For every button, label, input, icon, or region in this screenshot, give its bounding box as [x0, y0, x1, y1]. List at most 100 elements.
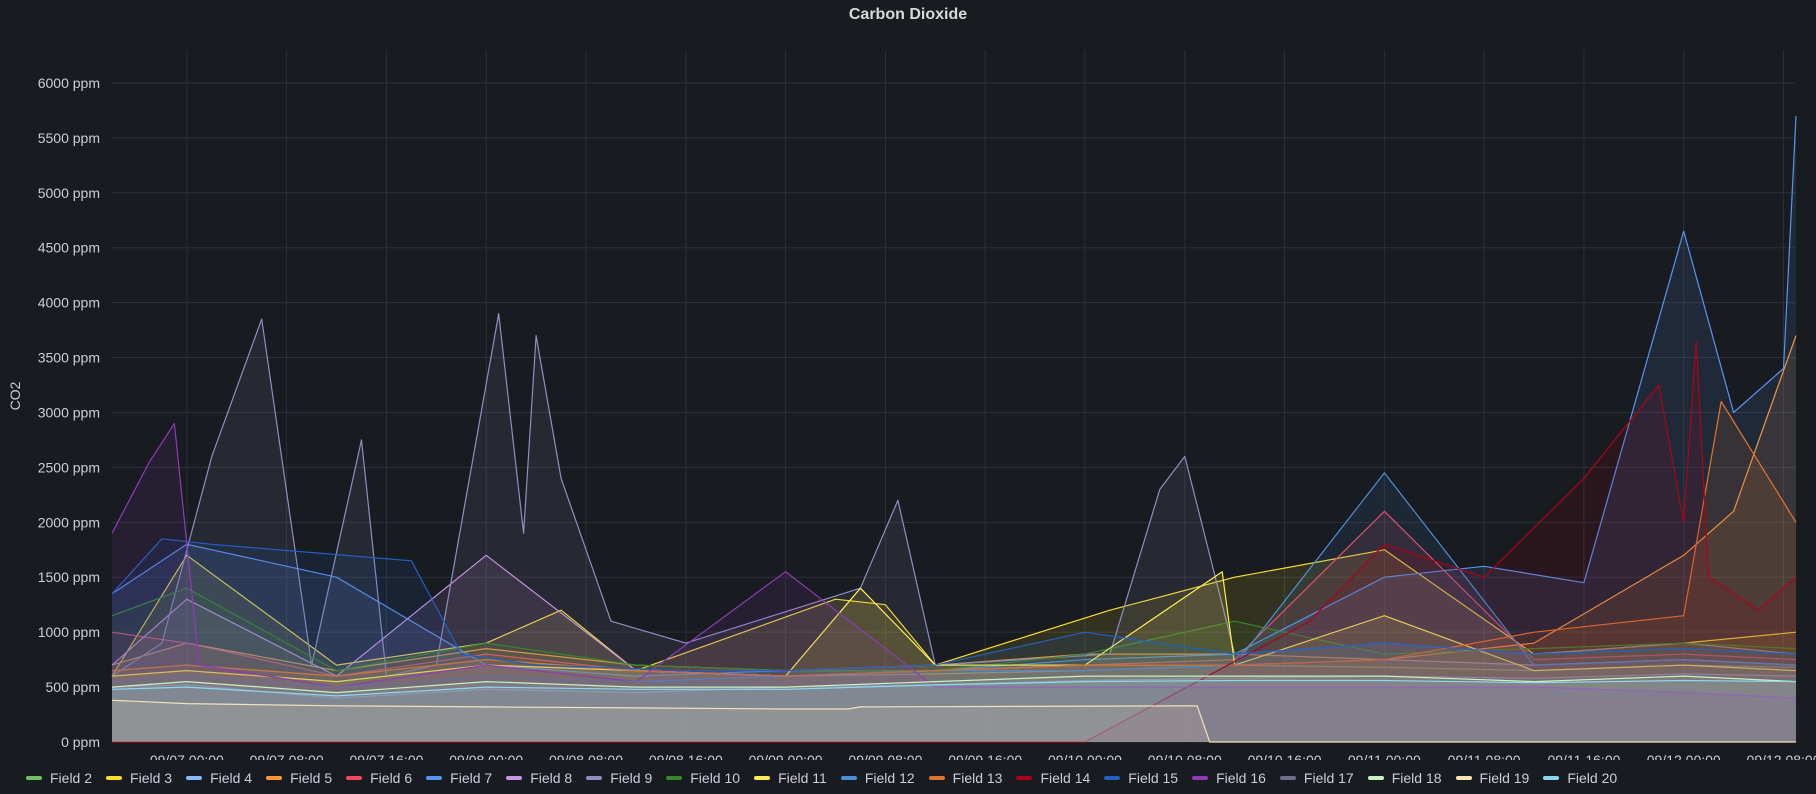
x-tick-label: 09/11 00:00: [1348, 752, 1421, 760]
legend-swatch: [1543, 776, 1560, 780]
series-line-field-19: [111, 699, 1796, 743]
legend-item[interactable]: Field 19: [1455, 770, 1530, 786]
legend-swatch: [586, 776, 603, 780]
series-line-field-20: [111, 679, 1797, 697]
y-axis-label: CO2: [7, 381, 23, 410]
legend-item[interactable]: Field 2: [26, 770, 92, 786]
x-tick-label: 09/07 00:00: [150, 752, 224, 760]
y-tick-label: 1000 ppm: [38, 624, 100, 640]
legend-item[interactable]: Field 7: [426, 770, 492, 786]
legend-item[interactable]: Field 4: [186, 770, 252, 786]
legend-label: Field 16: [1216, 770, 1266, 786]
legend-swatch: [186, 776, 203, 780]
legend-label: Field 4: [210, 770, 253, 786]
x-tick-label: 09/10 00:00: [1048, 752, 1122, 760]
series-area-field-13: [112, 401, 1796, 742]
x-tick-label: 09/08 08:00: [549, 752, 623, 760]
series-line-field-5: [111, 335, 1797, 672]
y-tick-label: 2500 ppm: [38, 459, 100, 475]
legend-label: Field 20: [1567, 770, 1618, 786]
series-area-field-17: [112, 676, 1796, 742]
series-area-field-11: [112, 571, 1796, 742]
x-tick-label: 09/08 00:00: [449, 752, 523, 760]
legend-item[interactable]: Field 13: [928, 770, 1003, 786]
legend-item[interactable]: Field 11: [754, 770, 827, 786]
y-tick-label: 0 ppm: [61, 734, 100, 750]
legend-item[interactable]: Field 3: [106, 770, 172, 786]
legend-label: Field 13: [952, 770, 1003, 786]
series-line-field-15: [111, 538, 1797, 672]
series-line-field-7: [111, 115, 1797, 677]
legend-label: Field 6: [370, 770, 413, 786]
y-tick-label: 4000 ppm: [38, 295, 100, 311]
co2-chart[interactable]: 0 ppm 500 ppm 1000 ppm 1500 ppm 2000 ppm 2500…: [0, 0, 1816, 760]
legend-item[interactable]: Field 18: [1367, 770, 1442, 786]
legend-label: Field 8: [530, 770, 573, 786]
x-tick-label: 09/09 16:00: [948, 752, 1022, 760]
legend-label: Field 17: [1303, 770, 1354, 786]
legend-label: Field 15: [1128, 770, 1179, 786]
series-area-field-3: [112, 549, 1796, 742]
x-tick-label: 09/09 08:00: [848, 752, 922, 760]
legend-label: Field 18: [1391, 770, 1442, 786]
x-tick-label: 09/12 08:00: [1747, 752, 1816, 760]
legend-item[interactable]: Field 16: [1192, 770, 1266, 786]
x-tick-label: 09/07 16:00: [349, 752, 423, 760]
y-tick-label: 1500 ppm: [38, 569, 100, 585]
series-line-field-14: [112, 340, 1797, 743]
legend-swatch: [106, 776, 123, 780]
x-tick-label: 09/12 00:00: [1647, 752, 1721, 760]
legend-swatch: [754, 776, 771, 780]
series-area-field-8: [112, 555, 1796, 742]
y-tick-label: 5000 ppm: [38, 185, 100, 201]
y-tick-label: 3000 ppm: [38, 404, 100, 420]
series-area-field-9: [112, 313, 1796, 742]
series-area-field-10: [112, 588, 1796, 742]
legend-swatch: [840, 776, 857, 780]
x-tick-label: 09/10 08:00: [1148, 752, 1222, 760]
series-area-field-12: [112, 472, 1796, 742]
legend-swatch: [506, 776, 523, 780]
legend-label: Field 19: [1479, 770, 1530, 786]
legend-label: Field 3: [130, 770, 173, 786]
legend-item[interactable]: Field 8: [506, 770, 572, 786]
series-line-field-3: [111, 549, 1797, 677]
series-area-field-20: [112, 680, 1796, 742]
legend-swatch: [26, 776, 42, 780]
x-tick-label: 09/07 08:00: [250, 752, 324, 760]
legend-swatch: [426, 776, 443, 780]
legend-label: Field 9: [610, 770, 653, 786]
series-area-field-19: [112, 700, 1796, 742]
legend-label: Field 14: [1040, 770, 1091, 786]
panel-title: Carbon Dioxide: [848, 6, 968, 23]
legend-item[interactable]: Field 6: [346, 770, 412, 786]
legend-item[interactable]: Field 10: [666, 770, 740, 786]
legend-swatch: [266, 776, 283, 780]
legend-item[interactable]: Field 17: [1279, 770, 1354, 786]
legend-swatch: [1016, 776, 1033, 780]
legend-label: Field 12: [864, 770, 915, 786]
y-tick-label: 3500 ppm: [38, 350, 100, 366]
y-tick-label: 6000 ppm: [38, 75, 100, 91]
legend-item[interactable]: Field 5: [266, 770, 332, 786]
series-area-field-14: [112, 341, 1796, 742]
legend-label: Field 2: [50, 770, 93, 786]
y-tick-label: 500 ppm: [46, 679, 100, 695]
series-area-field-18: [112, 676, 1796, 742]
legend-label: Field 10: [690, 770, 741, 786]
series-area-field-6: [112, 511, 1796, 742]
legend-item[interactable]: Field 14: [1016, 770, 1090, 786]
legend-item[interactable]: Field 9: [586, 770, 652, 786]
legend-item[interactable]: Field 12: [840, 770, 915, 786]
series-area-field-15: [112, 538, 1796, 742]
y-tick-label: 5500 ppm: [38, 130, 100, 146]
legend-label: Field 5: [290, 770, 333, 786]
series-line-field-18: [111, 675, 1797, 694]
legend-item[interactable]: Field 20: [1543, 770, 1617, 786]
legend-item[interactable]: Field 15: [1104, 770, 1178, 786]
series-area-field-16: [112, 423, 1796, 742]
legend-swatch: [1455, 776, 1472, 780]
legend-swatch: [1192, 776, 1209, 780]
series-area-field-7: [112, 115, 1796, 742]
